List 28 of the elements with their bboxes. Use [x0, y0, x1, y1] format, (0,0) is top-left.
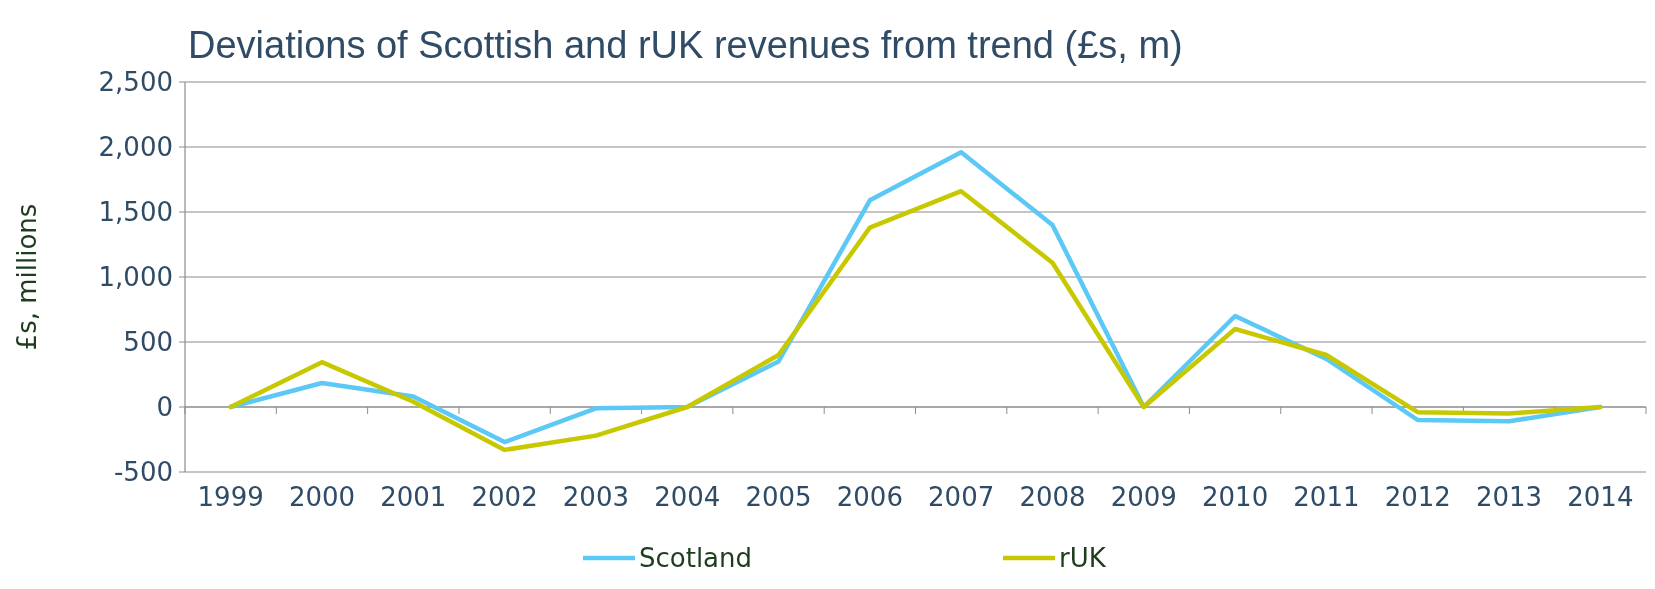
y-axis-title: £s, millions [12, 203, 42, 351]
x-tick-label: 2009 [1110, 482, 1177, 512]
chart-title: Deviations of Scottish and rUK revenues from trend (£s, m) [188, 24, 1183, 66]
x-tick-label: 2002 [471, 482, 538, 512]
y-tick-label: -500 [113, 457, 173, 488]
x-tick-label: 2008 [1019, 482, 1086, 512]
y-tick-label: 0 [156, 392, 173, 423]
x-tick-label: 2010 [1202, 482, 1269, 512]
x-tick-label: 2000 [288, 482, 356, 512]
x-tick-label: 2014 [1567, 482, 1634, 512]
x-tick-label: 1999 [197, 482, 264, 512]
x-tick-label: 2001 [380, 482, 447, 512]
y-tick-label: 500 [123, 327, 173, 358]
y-tick-label: 2,000 [98, 132, 173, 163]
x-tick-label: 2003 [562, 482, 629, 512]
x-tick-label: 2007 [928, 482, 995, 512]
x-tick-label: 2004 [654, 482, 721, 512]
legend-label: rUK [1059, 543, 1107, 573]
legend-label: Scotland [639, 543, 753, 573]
x-tick-label: 2012 [1384, 482, 1451, 512]
x-tick-label: 2013 [1475, 482, 1543, 512]
line-series [228, 188, 1603, 453]
y-tick-label: 2,500 [98, 67, 173, 98]
x-tick-label: 2006 [836, 482, 903, 512]
y-tick-label: 1,000 [98, 262, 173, 293]
x-tick-label: 2005 [745, 482, 812, 512]
y-tick-label: 1,500 [98, 197, 173, 228]
x-tick-label: 2011 [1293, 482, 1360, 512]
